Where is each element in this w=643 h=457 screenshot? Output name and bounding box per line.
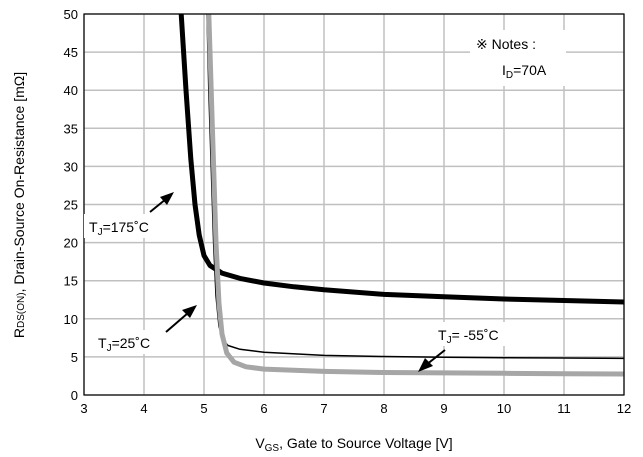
y-tick-labels: 0 5 10 15 20 25 30 35 40 45 50	[64, 7, 78, 403]
y-tick-label: 45	[64, 45, 78, 60]
x-tick-label: 9	[440, 401, 447, 416]
y-tick-label: 15	[64, 274, 78, 289]
x-tick-label: 8	[380, 401, 387, 416]
x-tick-labels: 3 4 5 6 7 8 9 10 11 12	[80, 401, 631, 416]
x-tick-label: 11	[557, 401, 571, 416]
x-tick-label: 4	[140, 401, 147, 416]
x-axis-label: VGS, Gate to Source Voltage [V]	[255, 435, 452, 454]
notes-box	[470, 30, 566, 86]
notes-current: ID=70A	[502, 62, 547, 81]
series-layer	[178, 14, 624, 377]
y-tick-label: 25	[64, 198, 78, 213]
series-line-2	[206, 14, 624, 377]
y-tick-label: 10	[64, 312, 78, 327]
x-tick-label: 7	[320, 401, 327, 416]
x-tick-label: 3	[80, 401, 87, 416]
label-tj-m55c: TJ= -55˚C	[438, 327, 499, 346]
arrow-m55c	[418, 349, 446, 372]
y-tick-label: 35	[64, 121, 78, 136]
x-tick-label: 6	[260, 401, 267, 416]
x-tick-label: 5	[200, 401, 207, 416]
y-axis-label: RDS(ON), Drain-Source On-Resistance [mΩ]	[11, 72, 27, 338]
y-tick-label: 30	[64, 159, 78, 174]
label-bg-25c	[92, 330, 172, 354]
y-tick-label: 20	[64, 236, 78, 251]
x-tick-label: 12	[617, 401, 631, 416]
label-bg-175c	[84, 214, 174, 238]
label-tj-25c: TJ=25˚C	[98, 335, 150, 354]
y-tick-label: 40	[64, 83, 78, 98]
notes-title: ※ Notes :	[476, 36, 536, 52]
y-tick-label: 5	[71, 350, 78, 365]
y-tick-label: 0	[71, 388, 78, 403]
y-tick-label: 50	[64, 7, 78, 22]
x-tick-label: 10	[497, 401, 511, 416]
series-line-0	[178, 14, 624, 305]
label-tj-175c: TJ=175˚C	[89, 219, 149, 238]
arrow-175c	[149, 192, 174, 213]
label-bg-m55c	[432, 322, 524, 346]
arrow-25c	[165, 305, 197, 333]
plot-frame	[83, 13, 625, 396]
